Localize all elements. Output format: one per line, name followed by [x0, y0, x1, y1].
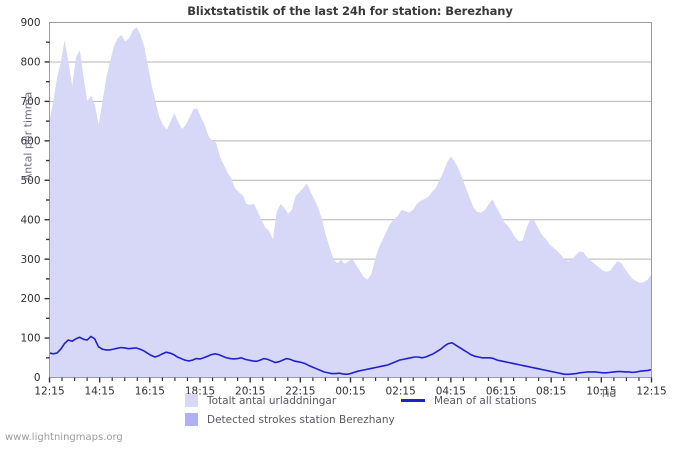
svg-text:08:15: 08:15	[536, 386, 566, 398]
svg-text:100: 100	[20, 333, 40, 345]
y-axis-title: Antal per timma	[21, 91, 35, 182]
svg-text:02:15: 02:15	[386, 386, 416, 398]
svg-text:400: 400	[20, 214, 40, 226]
svg-text:20:15: 20:15	[235, 386, 265, 398]
svg-text:12:15: 12:15	[34, 386, 64, 398]
legend-line-mean	[401, 399, 425, 402]
y-axis-ticks: 0 100 200 300 400 500 600 700 800 900	[20, 17, 50, 384]
svg-text:22:15: 22:15	[285, 386, 315, 398]
x-axis-ticks: 12:15 14:15 16:15 18:15 20:15 22:15 00:15 02:15…	[34, 377, 667, 398]
svg-text:16:15: 16:15	[135, 386, 165, 398]
legend-swatch-detected	[185, 413, 198, 426]
legend-label-mean: Mean of all stations	[434, 394, 537, 407]
svg-text:14:15: 14:15	[85, 386, 115, 398]
chart-title: Blixtstatistik of the last 24h for stati…	[187, 4, 513, 18]
svg-text:900: 900	[20, 17, 40, 29]
svg-text:300: 300	[20, 254, 40, 266]
svg-text:06:15: 06:15	[486, 386, 516, 398]
mean-line-series	[49, 335, 652, 376]
legend-item-mean[interactable]: Mean of all stations	[401, 392, 537, 409]
svg-text:600: 600	[20, 135, 40, 147]
legend-label-total: Totalt antal urladdningar	[207, 394, 337, 407]
svg-text:00:15: 00:15	[335, 386, 365, 398]
chart-plot-area: 0 100 200 300 400 500 600 700 800 900 12:15 14:15 1…	[20, 17, 667, 398]
legend-item-detected[interactable]: Detected strokes station Berezhany	[185, 411, 395, 428]
svg-text:10:15: 10:15	[586, 386, 616, 398]
legend-swatch-total	[185, 394, 198, 407]
svg-text:800: 800	[20, 57, 40, 69]
svg-text:700: 700	[20, 96, 40, 108]
svg-text:500: 500	[20, 175, 40, 187]
legend-item-total[interactable]: Totalt antal urladdningar	[185, 392, 336, 409]
watermark: www.lightningmaps.org	[5, 432, 123, 443]
svg-text:0: 0	[34, 372, 41, 384]
series-areas	[49, 27, 652, 378]
svg-text:200: 200	[20, 293, 40, 305]
chart-legend: Totalt antal urladdningar Detected strok…	[0, 392, 700, 432]
legend-label-detected: Detected strokes station Berezhany	[207, 413, 395, 426]
svg-text:12:15: 12:15	[636, 386, 666, 398]
x-axis-title: Tid	[600, 387, 617, 400]
svg-text:04:15: 04:15	[436, 386, 466, 398]
